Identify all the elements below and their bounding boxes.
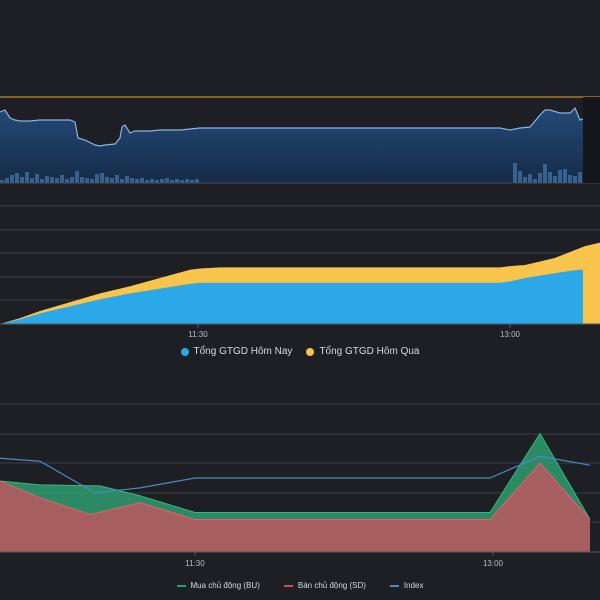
overview-navigator[interactable] bbox=[0, 96, 600, 184]
overview-area bbox=[0, 108, 583, 183]
overview-volume-bar bbox=[65, 179, 69, 183]
overview-volume-bar bbox=[60, 175, 64, 183]
overview-volume-bar bbox=[105, 177, 109, 183]
overview-line bbox=[0, 106, 584, 147]
overview-volume-bar bbox=[523, 177, 527, 183]
overview-volume-bar bbox=[150, 179, 154, 183]
legend-swatch-buy bbox=[176, 584, 186, 587]
overview-volume-bar bbox=[130, 178, 134, 183]
overview-volume-bar bbox=[568, 175, 572, 183]
overview-volume-bar bbox=[115, 175, 119, 183]
active-buy-sell-chart: 11:30 13:00 bbox=[0, 403, 600, 568]
legend-item-sell[interactable]: Bán chủ động (SD) bbox=[283, 581, 366, 590]
cumulative-value-legend: Tổng GTGD Hôm Nay Tổng GTGD Hôm Qua bbox=[0, 346, 600, 357]
overview-volume-bar bbox=[120, 179, 124, 183]
overview-volume-bar bbox=[180, 180, 184, 183]
overview-volume-bar bbox=[155, 180, 159, 183]
overview-volume-bar bbox=[55, 178, 59, 183]
cumulative-tick-label: 13:00 bbox=[500, 330, 521, 339]
overview-volume-bar bbox=[553, 176, 557, 183]
overview-volume-bar bbox=[190, 180, 194, 183]
overview-volume-bar bbox=[563, 169, 567, 183]
overview-volume-bar bbox=[175, 179, 179, 183]
overview-volume-bar bbox=[165, 178, 169, 183]
line-buy bbox=[0, 432, 591, 520]
overview-volume-bar bbox=[40, 179, 44, 183]
legend-dot-yesterday bbox=[306, 347, 315, 356]
overview-volume-bar bbox=[195, 179, 199, 183]
overview-volume-bar bbox=[20, 177, 24, 183]
overview-volume-bar bbox=[558, 170, 562, 183]
legend-label-sell: Bán chủ động (SD) bbox=[297, 581, 366, 590]
buy-sell-legend: Mua chủ động (BU) Bán chủ động (SD) Inde… bbox=[0, 581, 600, 590]
overview-volume-bar bbox=[10, 175, 14, 183]
overview-volume-bar bbox=[125, 176, 129, 183]
overview-right-mask bbox=[583, 97, 600, 183]
legend-item-today[interactable]: Tổng GTGD Hôm Nay bbox=[180, 346, 293, 357]
line-sell bbox=[0, 462, 591, 520]
cumulative-tick-label: 11:30 bbox=[188, 330, 208, 339]
overview-volume-bar bbox=[80, 177, 84, 183]
overview-volume-bar bbox=[100, 173, 104, 183]
overview-volume-bar bbox=[578, 172, 582, 183]
overview-volume-bar bbox=[35, 174, 39, 183]
overview-volume-bar bbox=[548, 172, 552, 183]
area-today bbox=[0, 269, 583, 324]
overview-volume-bar bbox=[85, 178, 89, 183]
overview-volume-bar bbox=[170, 180, 174, 183]
overview-volume-bar bbox=[538, 173, 542, 183]
legend-swatch-index bbox=[389, 584, 399, 587]
overview-volume-bar bbox=[185, 179, 189, 183]
overview-volume-bar bbox=[45, 176, 49, 183]
overview-volume-bar bbox=[0, 180, 4, 183]
line-index bbox=[0, 455, 591, 494]
overview-volume-bar bbox=[543, 164, 547, 183]
legend-label-yesterday: Tổng GTGD Hôm Qua bbox=[319, 346, 420, 357]
overview-volume-bar bbox=[95, 174, 99, 183]
overview-volume-bar bbox=[70, 177, 74, 183]
overview-volume-bar bbox=[90, 179, 94, 183]
buysell-tick-label: 11:30 bbox=[185, 559, 205, 568]
overview-volume-bar bbox=[5, 178, 9, 183]
legend-label-today: Tổng GTGD Hôm Nay bbox=[193, 346, 293, 357]
overview-volume-bar bbox=[135, 179, 139, 183]
legend-dot-today bbox=[180, 347, 189, 356]
overview-volume-bar bbox=[528, 174, 532, 183]
legend-swatch-sell bbox=[283, 584, 293, 587]
overview-volume-bar bbox=[513, 163, 517, 183]
overview-volume-bar bbox=[110, 178, 114, 183]
cumulative-value-chart: 11:30 13:00 bbox=[0, 205, 600, 339]
legend-item-yesterday[interactable]: Tổng GTGD Hôm Qua bbox=[306, 346, 419, 357]
overview-volume-bar bbox=[145, 180, 149, 183]
overview-volume-bar bbox=[75, 171, 79, 183]
legend-label-index: Index bbox=[403, 581, 424, 590]
legend-label-buy: Mua chủ động (BU) bbox=[190, 581, 260, 590]
overview-volume-bar bbox=[30, 178, 34, 183]
overview-volume-bar bbox=[15, 173, 19, 183]
overview-volume-bar bbox=[160, 179, 164, 183]
legend-item-index[interactable]: Index bbox=[389, 581, 424, 590]
buysell-tick-label: 13:00 bbox=[483, 559, 504, 568]
overview-volume-bar bbox=[533, 179, 537, 183]
legend-item-buy[interactable]: Mua chủ động (BU) bbox=[176, 581, 260, 590]
overview-volume-bar bbox=[50, 177, 54, 183]
overview-volume-bar bbox=[518, 171, 522, 183]
overview-volume-bar bbox=[573, 176, 577, 183]
overview-volume-bar bbox=[25, 172, 29, 183]
overview-volume-bar bbox=[140, 178, 144, 183]
area-sell bbox=[0, 463, 590, 552]
